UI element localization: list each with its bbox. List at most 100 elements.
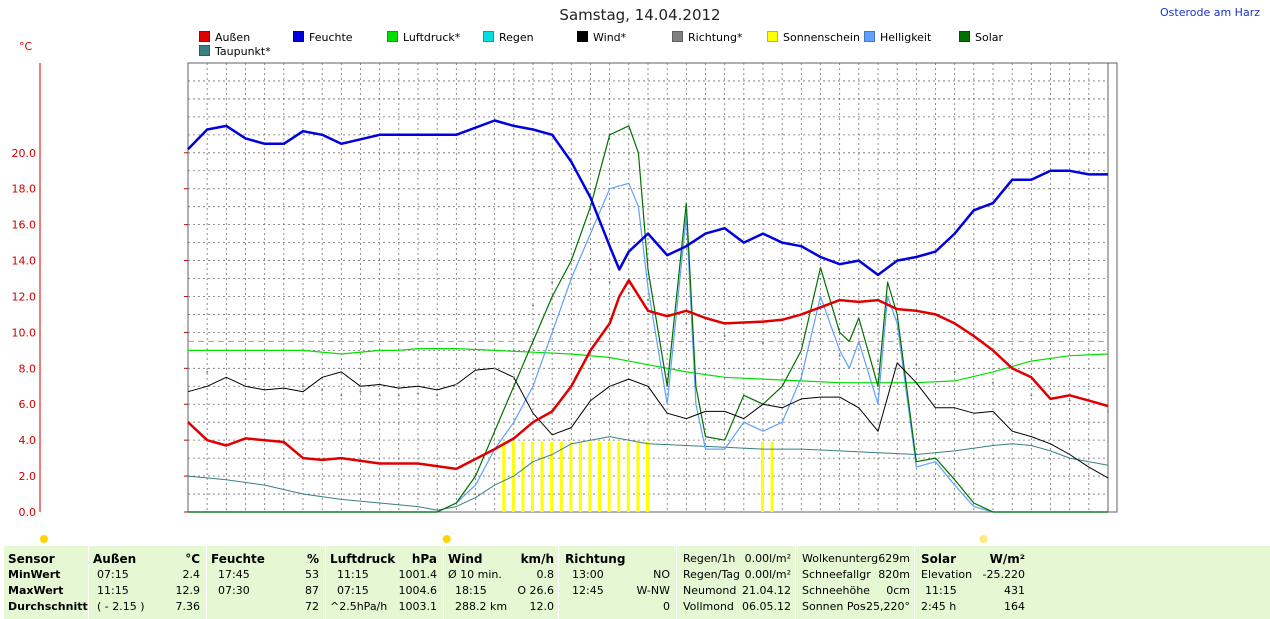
plot-frame: [187, 62, 1118, 513]
series-point-richtung: [800, 349, 803, 352]
chart-title: Samstag, 14.04.2012: [559, 6, 721, 24]
col-header: Außen: [93, 552, 137, 566]
cell-label: Neumond: [683, 584, 737, 597]
series-point-richtung: [915, 363, 918, 366]
cell-value: 0: [663, 600, 670, 613]
cell-value: -25.220: [982, 568, 1025, 581]
y-tick-label: 10.0: [12, 326, 37, 339]
legend-swatch: [864, 31, 875, 42]
cell-time: 18:15: [455, 584, 487, 597]
cell-distance: 288.2 km: [455, 600, 508, 613]
cell-time: 17:45: [218, 568, 250, 581]
series-point-richtung: [992, 381, 994, 384]
col-header: Solar: [921, 552, 957, 566]
series-point-richtung: [762, 342, 764, 345]
table-col-solar: Solar W/m² Elevation -25.220 11:15 431 2:45…: [915, 546, 1031, 619]
series-point-richtung: [340, 394, 343, 397]
legend-item-helligkeit: Helligkeit: [864, 31, 931, 45]
legend-swatch: [199, 31, 210, 42]
cell-value: 0.00l/m²: [744, 568, 791, 581]
cell-value: W-NW: [636, 584, 670, 597]
y-tick-label: 2.0: [19, 470, 37, 483]
col-header: Sensor: [8, 552, 55, 566]
cell-time: 07:15: [337, 584, 369, 597]
cell-value: 164: [1004, 600, 1025, 613]
y-tick-label: 12.0: [12, 290, 37, 303]
legend-item-feuchte: Feuchte: [293, 31, 353, 45]
series-point-richtung: [455, 383, 458, 386]
table-col-regen-mond: Regen/1h 0.00l/m² Regen/Tag 0.00l/m² Neumo…: [677, 546, 796, 619]
cell-value: 1004.6: [398, 584, 438, 597]
cell-value: 7.36: [175, 600, 201, 613]
cell-time: 11:15: [97, 584, 129, 597]
series-point-richtung: [1068, 399, 1071, 402]
series-line-luftdruck: [188, 348, 1109, 384]
series-point-richtung: [953, 370, 956, 373]
sunshine-bar: [511, 441, 515, 512]
cell-label: Sonnen Pos: [802, 600, 866, 613]
cell-label: Vollmond: [683, 600, 734, 613]
legend-label: Helligkeit: [880, 31, 932, 44]
row-label-avg: Durchschnitt: [8, 600, 88, 613]
series-point-richtung: [838, 354, 841, 357]
series-point-richtung: [1107, 410, 1109, 413]
sunshine-bar: [770, 441, 774, 512]
legend-swatch: [577, 31, 588, 42]
cell-value: 0.00l/m²: [744, 552, 791, 565]
series-point-richtung: [608, 281, 611, 284]
cell-value: 12.9: [175, 584, 201, 597]
legend-item-außen: Außen: [199, 31, 250, 45]
table-col-wolken-sonne: Wolkenunterg 629m Schneefallgr 820m Schnee…: [796, 546, 915, 619]
cell-time: 13:00: [572, 568, 604, 581]
col-header: Feuchte: [211, 552, 265, 566]
table-col-wind: Wind km/h Ø 10 min. 0.8 18:15 O 26.6 288.2 …: [444, 546, 559, 619]
cell-value: 12.0: [529, 600, 555, 613]
cell-value: 0.8: [536, 568, 555, 581]
series-line-solar: [188, 125, 1108, 513]
cell-label: Wolkenunterg: [802, 552, 879, 565]
cell-label: Regen/1h: [683, 552, 736, 565]
sunshine-bar: [617, 441, 621, 512]
series-line-feuchte: [187, 119, 1108, 277]
cell-label: Ø 10 min.: [448, 568, 502, 581]
y-tick-label: 16.0: [12, 219, 37, 232]
cell-value: 2.4: [182, 568, 201, 581]
cell-value: -25,220°: [862, 600, 910, 613]
series-point-richtung: [551, 281, 554, 284]
series-point-richtung: [493, 367, 496, 370]
col-unit: km/h: [520, 552, 554, 566]
row-label-min: MinWert: [8, 568, 61, 581]
legend: Außen Feuchte Luftdruck* Regen Wind* Richtung…: [199, 31, 1099, 59]
series-point-richtung: [417, 392, 419, 395]
col-unit: %: [306, 552, 319, 566]
series-point-richtung: [397, 394, 400, 397]
legend-label: Taupunkt*: [215, 45, 271, 58]
col-header: Wind: [448, 552, 483, 566]
series-point-richtung: [570, 277, 573, 280]
series-point-richtung: [1030, 394, 1033, 397]
table-col-sensor: Sensor MinWert MaxWert Durchschnitt: [4, 546, 89, 619]
legend-item-sonnenschein: Sonnenschein: [767, 31, 860, 45]
legend-swatch: [199, 45, 210, 56]
sunshine-bar: [636, 441, 640, 512]
series-point-richtung: [474, 378, 477, 381]
cell-value: 820m: [878, 568, 910, 581]
cell-value: 72: [305, 600, 319, 613]
series-point-richtung: [244, 378, 247, 381]
y-tick-label: 8.0: [19, 362, 37, 375]
cell-time: 07:30: [218, 584, 250, 597]
legend-label: Richtung*: [688, 31, 743, 44]
cell-value: 1003.1: [398, 600, 438, 613]
cell-duration: 2:45 h: [921, 600, 957, 613]
sunshine-bar: [588, 441, 592, 512]
cell-value: 0cm: [886, 584, 910, 597]
y-tick-label: 18.0: [12, 183, 37, 196]
legend-swatch: [293, 31, 304, 42]
sun-marker: [979, 535, 988, 543]
sunshine-bar: [626, 441, 630, 512]
sunshine-bar: [578, 441, 582, 512]
legend-swatch: [672, 31, 683, 42]
legend-label: Solar: [975, 31, 1004, 44]
sunshine-bar: [540, 441, 544, 512]
cell-time: 11:15: [925, 584, 957, 597]
